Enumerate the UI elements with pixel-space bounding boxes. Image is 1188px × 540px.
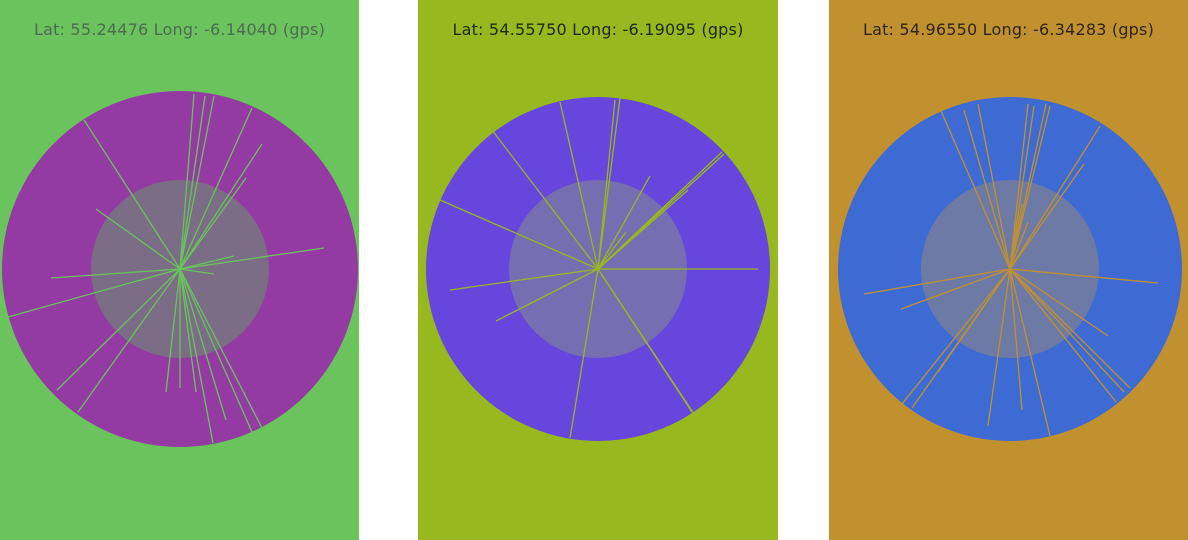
radial-ray xyxy=(95,208,181,270)
radial-ray xyxy=(179,95,215,270)
gps-coordinates-label: Lat: 54.96550 Long: -6.34283 (gps) xyxy=(862,20,1155,39)
gps-coordinates-label: Lat: 55.24476 Long: -6.14040 (gps) xyxy=(33,20,326,39)
radial-ray xyxy=(1009,105,1051,270)
radial-ray xyxy=(569,268,599,439)
radial-ray xyxy=(1009,268,1023,411)
gps-panel-1: Lat: 55.24476 Long: -6.14040 (gps) xyxy=(0,0,359,540)
radial-ray xyxy=(179,268,215,275)
radial-ray xyxy=(937,103,1011,270)
radial-visualization xyxy=(2,91,358,447)
radial-ray xyxy=(963,109,1011,270)
gps-coordinates-label: Lat: 54.55750 Long: -6.19095 (gps) xyxy=(452,20,744,39)
radial-ray xyxy=(1009,268,1131,389)
radial-ray xyxy=(1009,221,1029,270)
radial-ray xyxy=(1009,125,1101,270)
radial-ray xyxy=(179,95,206,270)
gps-panel-3: Lat: 54.96550 Long: -6.34283 (gps) xyxy=(829,0,1188,540)
radial-ray xyxy=(491,129,599,270)
radial-ray xyxy=(179,268,197,393)
radial-ray xyxy=(1009,268,1125,393)
radial-ray xyxy=(179,255,235,270)
radial-ray xyxy=(179,177,247,270)
radial-ray xyxy=(597,97,621,270)
radial-ray xyxy=(597,153,725,270)
radial-ray xyxy=(597,231,627,270)
radial-ray xyxy=(597,99,616,270)
radial-ray xyxy=(179,143,263,270)
radial-ray xyxy=(559,101,599,270)
radial-ray xyxy=(977,103,1011,270)
radial-ray xyxy=(179,268,227,421)
radial-ray xyxy=(179,247,325,270)
radial-ray xyxy=(1009,103,1047,270)
radial-ray xyxy=(1009,105,1035,270)
radial-ray xyxy=(597,268,695,415)
radial-ray xyxy=(179,268,263,429)
radial-ray xyxy=(77,268,181,413)
radial-visualization xyxy=(426,97,770,441)
radial-ray xyxy=(1009,103,1029,270)
radial-ray xyxy=(937,268,1011,373)
radial-ray xyxy=(597,175,651,270)
radial-ray xyxy=(987,268,1011,427)
radial-ray xyxy=(50,268,181,279)
radial-visualization xyxy=(838,97,1182,441)
radial-ray xyxy=(1009,268,1051,437)
radial-ray xyxy=(1009,268,1117,403)
radial-ray xyxy=(1009,163,1085,270)
radial-ray xyxy=(179,268,214,444)
radial-ray xyxy=(1009,268,1109,337)
radial-ray xyxy=(83,119,181,270)
radial-ray xyxy=(1009,203,1023,270)
radial-ray xyxy=(179,268,253,433)
radial-ray xyxy=(56,268,181,391)
radial-ray xyxy=(901,268,1011,405)
radial-ray xyxy=(179,107,253,270)
radial-ray xyxy=(449,268,599,291)
radial-ray xyxy=(439,199,599,270)
gps-panel-2: Lat: 54.55750 Long: -6.19095 (gps) xyxy=(418,0,778,540)
radial-ray xyxy=(1009,268,1159,284)
radial-ray xyxy=(495,268,599,322)
radial-ray xyxy=(165,268,181,393)
radial-ray xyxy=(179,93,195,270)
radial-ray xyxy=(7,268,181,318)
radial-ray xyxy=(863,268,1011,295)
radial-ray xyxy=(900,268,1011,310)
